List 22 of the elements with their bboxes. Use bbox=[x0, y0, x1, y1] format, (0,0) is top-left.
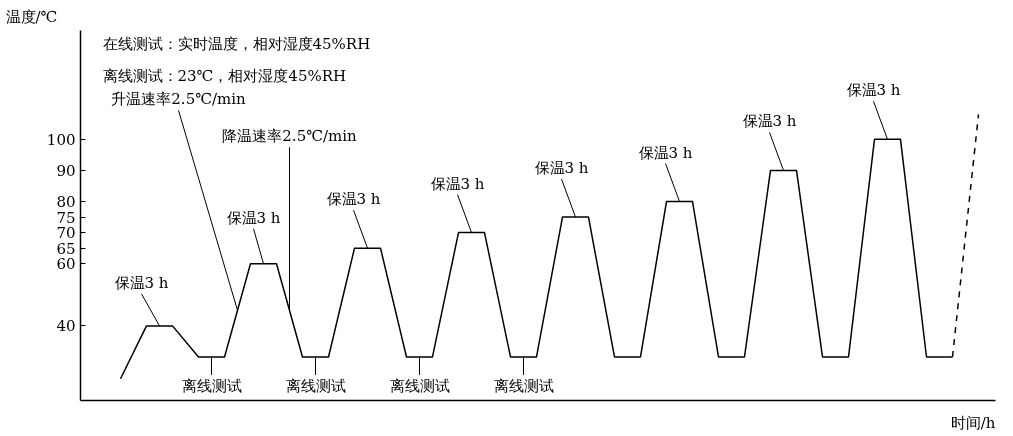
annotation: 保温3 h bbox=[114, 273, 169, 292]
x-axis-title: 时间/h bbox=[950, 413, 996, 432]
y-tick-label: 90 bbox=[56, 161, 76, 180]
annotation: 保温3 h bbox=[226, 208, 281, 227]
y-tick-label: 40 bbox=[56, 317, 76, 336]
y-axis-title: 温度/℃ bbox=[5, 7, 58, 26]
annotation: 在线测试：实时温度，相对湿度45%RH bbox=[102, 34, 371, 53]
annotation: 离线测试 bbox=[181, 376, 242, 395]
annotation: 保温3 h bbox=[430, 174, 485, 193]
annotation: 离线测试：23℃，相对湿度45%RH bbox=[102, 66, 347, 85]
annotation: 保温3 h bbox=[742, 112, 797, 131]
annotation: 降温速率2.5℃/min bbox=[222, 127, 358, 146]
annotation: 离线测试 bbox=[285, 376, 346, 395]
annotation: 保温3 h bbox=[326, 190, 381, 209]
y-tick-label: 60 bbox=[56, 255, 76, 274]
annotation: 保温3 h bbox=[846, 81, 901, 100]
annotation: 离线测试 bbox=[389, 376, 450, 395]
annotation: 保温3 h bbox=[534, 159, 589, 178]
y-tick-label: 100 bbox=[46, 130, 76, 149]
annotation: 保温3 h bbox=[638, 143, 693, 162]
annotation: 离线测试 bbox=[493, 376, 554, 395]
annotation: 升温速率2.5℃/min bbox=[111, 90, 247, 109]
